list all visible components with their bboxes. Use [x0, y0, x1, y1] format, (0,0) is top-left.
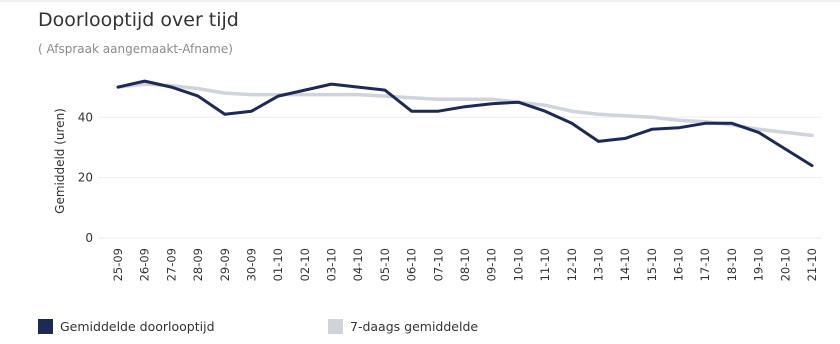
legend-swatch-average: [38, 319, 53, 334]
x-tick-label-14-10: 14-10: [618, 248, 632, 281]
series-line-average: [116, 79, 814, 168]
x-tick-label-09-10: 09-10: [485, 248, 499, 281]
x-axis-ticks: 25-09 26-09 27-09 28-09 29-09 30-09 01-10 02-10…: [111, 248, 819, 281]
x-tick-label-06-10: 06-10: [405, 248, 419, 281]
x-tick-label-15-10: 15-10: [645, 248, 659, 281]
x-tick-label-28-09: 28-09: [191, 248, 205, 281]
x-tick-label-08-10: 08-10: [458, 248, 472, 281]
x-tick-label-12-10: 12-10: [565, 248, 579, 281]
x-tick-label-27-09: 27-09: [164, 248, 178, 281]
x-tick-label-29-09: 29-09: [218, 248, 232, 281]
x-tick-label-25-09: 25-09: [111, 248, 125, 281]
x-tick-label-16-10: 16-10: [672, 248, 686, 281]
y-axis-ticks: 0 20 40: [78, 110, 93, 245]
series-lines: [116, 79, 814, 168]
x-tick-label-19-10: 19-10: [752, 248, 766, 281]
x-tick-label-18-10: 18-10: [725, 248, 739, 281]
x-tick-label-26-09: 26-09: [138, 248, 152, 281]
legend-label-average: Gemiddelde doorlooptijd: [60, 319, 215, 334]
legend-swatch-moving-average: [328, 319, 343, 334]
x-tick-label-02-10: 02-10: [298, 248, 312, 281]
x-tick-label-30-09: 30-09: [244, 248, 258, 281]
legend-item-moving-average[interactable]: 7-daags gemiddelde: [328, 319, 478, 334]
x-tick-label-20-10: 20-10: [778, 248, 792, 281]
x-tick-label-17-10: 17-10: [698, 248, 712, 281]
y-axis-label: Gemiddeld (uren): [53, 108, 67, 214]
series-line-moving-average: [116, 82, 814, 138]
legend-item-average[interactable]: Gemiddelde doorlooptijd: [38, 319, 215, 334]
y-tick-label-20: 20: [78, 171, 93, 185]
x-tick-label-21-10: 21-10: [805, 248, 819, 281]
x-tick-label-01-10: 01-10: [271, 248, 285, 281]
legend-label-moving-average: 7-daags gemiddelde: [350, 319, 479, 334]
y-tick-label-40: 40: [78, 110, 93, 124]
chart-subtitle: ( Afspraak aangemaakt-Afname): [38, 42, 233, 56]
x-tick-label-07-10: 07-10: [431, 248, 445, 281]
x-tick-label-10-10: 10-10: [511, 248, 525, 281]
gridlines: [98, 116, 822, 239]
x-tick-label-03-10: 03-10: [325, 248, 339, 281]
x-tick-label-11-10: 11-10: [538, 248, 552, 281]
x-tick-label-05-10: 05-10: [378, 248, 392, 281]
chart-title: Doorlooptijd over tijd: [38, 9, 239, 31]
y-tick-label-0: 0: [85, 231, 93, 245]
x-tick-label-04-10: 04-10: [351, 248, 365, 281]
x-tick-label-13-10: 13-10: [591, 248, 605, 281]
